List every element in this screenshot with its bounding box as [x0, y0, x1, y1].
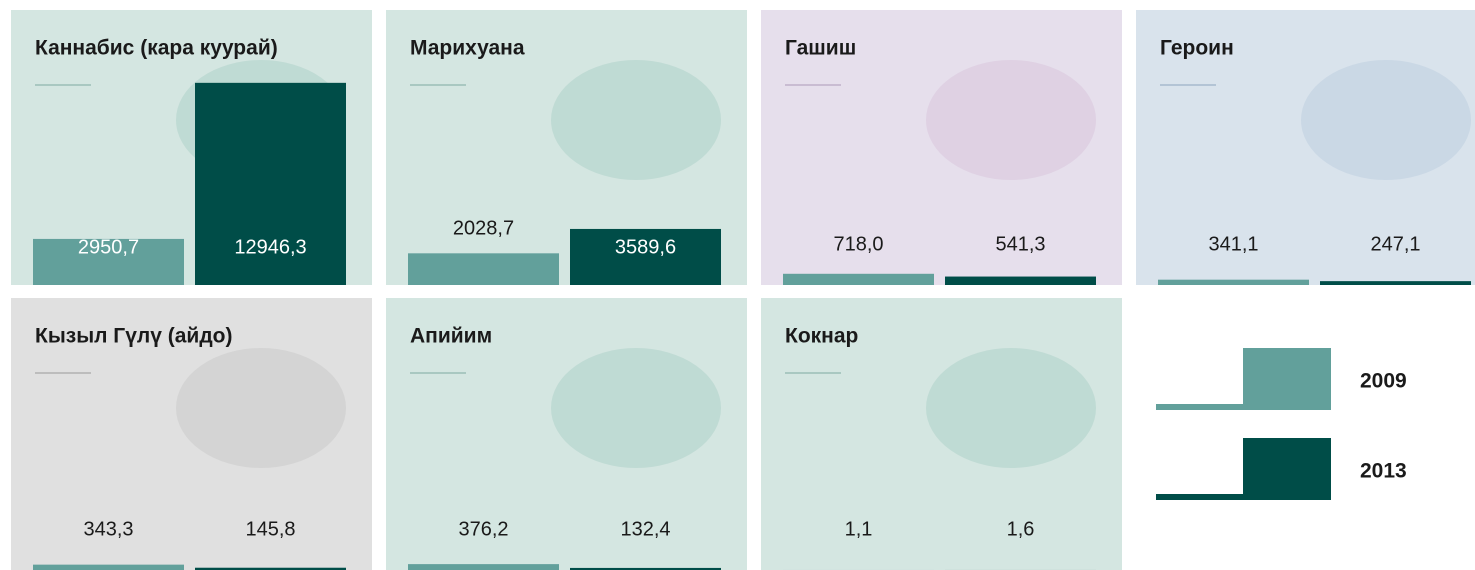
value-label: 1,6	[1007, 518, 1035, 540]
decoration	[551, 60, 721, 180]
chart: Каннабис (кара куурай) 2950,7 12946,3 Марих…	[0, 0, 1475, 570]
value-label: 343,3	[83, 518, 133, 540]
decoration	[1301, 60, 1471, 180]
value-label: 718,0	[833, 233, 883, 255]
bar	[945, 277, 1096, 285]
value-label: 541,3	[995, 233, 1045, 255]
legend-label: 2013	[1360, 460, 1407, 483]
legend-swatch	[1243, 438, 1331, 500]
legend-swatch	[1243, 348, 1331, 410]
value-label: 2950,7	[78, 236, 139, 258]
bar	[33, 565, 184, 570]
decoration	[926, 60, 1096, 180]
bar	[408, 564, 559, 570]
legend-label: 2009	[1360, 370, 1407, 393]
panel-title: Кызыл Гүлү (айдо)	[35, 325, 232, 348]
decoration	[176, 348, 346, 468]
panel-title: Каннабис (кара куурай)	[35, 37, 278, 60]
value-label: 1,1	[845, 518, 873, 540]
bar	[1320, 281, 1471, 285]
value-label: 341,1	[1208, 233, 1258, 255]
legend-swatch	[1156, 494, 1246, 500]
panel-title: Гашиш	[785, 37, 856, 60]
value-label: 247,1	[1370, 233, 1420, 255]
decoration	[926, 348, 1096, 468]
value-label: 3589,6	[615, 236, 676, 258]
value-label: 12946,3	[234, 236, 306, 258]
bar	[408, 253, 559, 285]
panel-title: Апийим	[410, 325, 492, 348]
bar	[783, 274, 934, 285]
value-label: 132,4	[620, 518, 670, 540]
value-label: 2028,7	[453, 218, 514, 240]
panel-title: Марихуана	[410, 37, 525, 60]
panel-title: Кокнар	[785, 325, 858, 348]
decoration	[551, 348, 721, 468]
value-label: 376,2	[458, 518, 508, 540]
legend-swatch	[1156, 404, 1246, 410]
panel-title: Героин	[1160, 37, 1234, 60]
value-label: 145,8	[245, 518, 295, 540]
bar	[1158, 280, 1309, 285]
